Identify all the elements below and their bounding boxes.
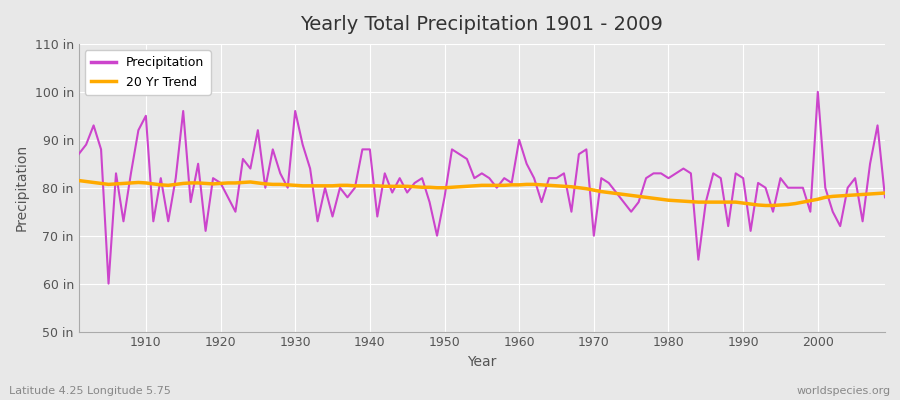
Legend: Precipitation, 20 Yr Trend: Precipitation, 20 Yr Trend (85, 50, 211, 95)
Precipitation (140, 114, 151, 118)
Line: 20 Yr Trend: 20 Yr Trend (78, 180, 885, 206)
Title: Yearly Total Precipitation 1901 - 2009: Yearly Total Precipitation 1901 - 2009 (301, 15, 663, 34)
20 Yr Trend (73, 178, 84, 183)
Precipitation (813, 90, 824, 94)
Precipitation (521, 161, 532, 166)
Precipitation (305, 166, 316, 171)
20 Yr Trend (297, 184, 308, 188)
20 Yr Trend (507, 182, 517, 187)
20 Yr Trend (879, 191, 890, 196)
20 Yr Trend (342, 183, 353, 188)
Precipitation (73, 152, 84, 156)
Precipitation (611, 190, 622, 195)
Precipitation (514, 137, 525, 142)
Text: worldspecies.org: worldspecies.org (796, 386, 891, 396)
20 Yr Trend (514, 182, 525, 187)
20 Yr Trend (603, 190, 614, 195)
20 Yr Trend (133, 180, 144, 185)
Precipitation (879, 195, 890, 200)
Text: Latitude 4.25 Longitude 5.75: Latitude 4.25 Longitude 5.75 (9, 386, 171, 396)
Precipitation (104, 281, 114, 286)
20 Yr Trend (760, 203, 771, 208)
Line: Precipitation: Precipitation (78, 92, 885, 284)
Y-axis label: Precipitation: Precipitation (15, 144, 29, 231)
X-axis label: Year: Year (467, 355, 497, 369)
Precipitation (349, 185, 360, 190)
